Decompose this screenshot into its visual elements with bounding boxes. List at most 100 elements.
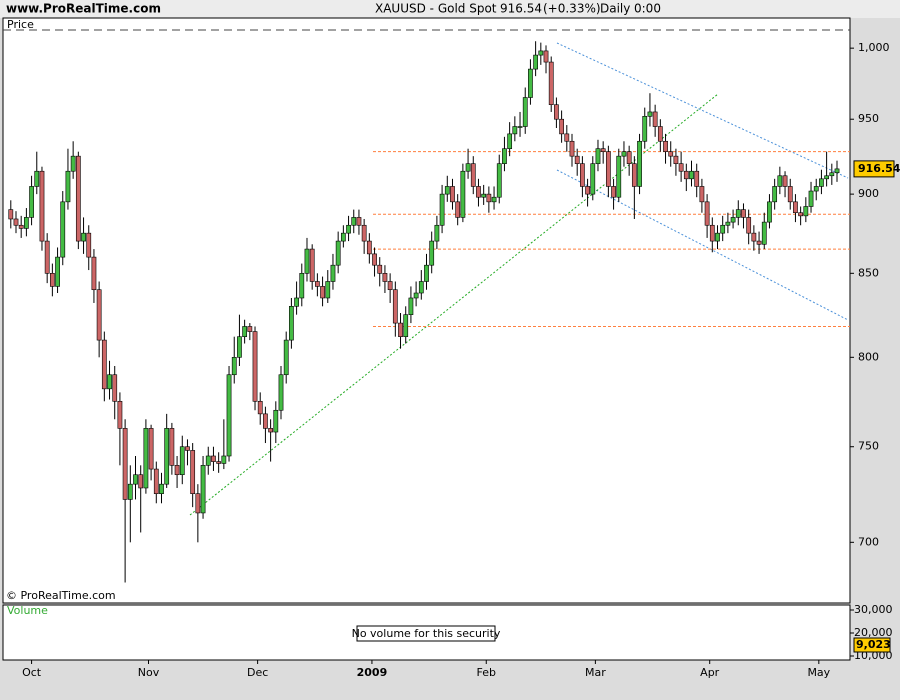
candle-body: [647, 111, 653, 117]
candle-body: [231, 357, 237, 376]
candle-body: [127, 483, 133, 500]
candle-body: [159, 483, 164, 494]
candle-body: [24, 217, 29, 229]
candle-body: [330, 264, 336, 282]
candle-body: [273, 409, 279, 433]
candle-body: [195, 493, 201, 514]
candle-body: [694, 170, 700, 187]
candle-body: [263, 413, 268, 429]
x-tick-label: Apr: [700, 666, 720, 679]
volume-note: No volume for this security: [352, 627, 501, 640]
candle-body: [382, 273, 388, 282]
candle-body: [777, 175, 783, 187]
candle-body: [725, 221, 731, 226]
candle-body: [107, 374, 112, 390]
panel-label: Price: [7, 18, 34, 31]
site: www.ProRealTime.com: [6, 2, 161, 16]
candle-body: [179, 446, 185, 476]
x-tick-label: Feb: [477, 666, 496, 679]
candle-body: [65, 170, 71, 203]
candle-body: [517, 126, 523, 128]
y-tick-label: 800: [858, 350, 879, 363]
header-bar: [0, 0, 900, 18]
candle-body: [81, 232, 86, 242]
candle-body: [528, 68, 533, 98]
candle-body: [637, 140, 642, 187]
candle-body: [356, 217, 362, 226]
time: 0:00: [634, 2, 661, 16]
candle-body: [190, 450, 196, 494]
candle-body: [39, 170, 45, 242]
candle-body: [216, 461, 222, 464]
candle-body: [829, 172, 835, 177]
candle-body: [112, 374, 118, 402]
candle-body: [699, 186, 705, 203]
candle-body: [450, 186, 455, 203]
candle-body: [205, 455, 211, 466]
candle-body: [767, 201, 772, 223]
candle-body: [533, 54, 539, 70]
candle-body: [299, 273, 305, 299]
candle-body: [153, 468, 159, 494]
candle-body: [824, 175, 829, 180]
candle-body: [164, 428, 170, 485]
candle-body: [320, 286, 325, 299]
candle-body: [730, 217, 736, 223]
candle-body: [616, 155, 622, 198]
candle-body: [470, 163, 476, 187]
candle-body: [564, 133, 570, 142]
candle-body: [8, 209, 14, 220]
candle-body: [761, 221, 767, 245]
volume-last-label: 9,023: [856, 638, 891, 651]
candle-body: [600, 148, 606, 152]
candle-body: [782, 175, 788, 187]
change: (+0.33%): [543, 2, 601, 16]
candle-body: [278, 374, 284, 411]
x-tick-label: Mar: [585, 666, 606, 679]
candle-body: [580, 163, 585, 187]
period: Daily: [600, 2, 630, 16]
candle-body: [652, 111, 658, 127]
volume-last-box: [853, 637, 891, 653]
candle-body: [834, 168, 840, 174]
candle-body: [741, 209, 746, 218]
candle-body: [221, 455, 227, 464]
candle-body: [372, 253, 377, 266]
candle-body: [590, 163, 596, 195]
candle-body: [611, 186, 616, 198]
candle-body: [491, 196, 497, 203]
candle-body: [143, 428, 149, 489]
candle-body: [325, 281, 331, 299]
y-tick-label: 750: [858, 440, 879, 453]
candle-body: [605, 151, 611, 187]
candle-body: [668, 151, 674, 157]
candle-body: [252, 331, 258, 402]
candle-body: [351, 217, 357, 226]
candle-body: [793, 201, 798, 214]
x-tick-label: Oct: [22, 666, 42, 679]
candle-body: [13, 218, 19, 226]
candle-body: [481, 193, 487, 198]
candle-body: [34, 170, 40, 187]
candle-body: [387, 281, 393, 291]
candle-body: [663, 140, 668, 152]
candle-body: [294, 297, 299, 307]
candle-body: [735, 209, 741, 218]
candle-body: [403, 314, 409, 337]
candle-body: [289, 306, 294, 341]
candle-body: [496, 163, 502, 198]
candle-body: [455, 201, 461, 218]
candle-body: [60, 201, 66, 258]
candle-body: [813, 186, 819, 192]
candle-body: [75, 155, 81, 242]
candle-body: [361, 224, 367, 242]
candle-body: [689, 170, 694, 180]
candle-body: [242, 326, 248, 337]
candle-body: [408, 297, 414, 315]
candle-body: [174, 465, 180, 476]
candle-body: [657, 126, 663, 142]
y-tick-label: 700: [858, 535, 879, 548]
candle-body: [434, 224, 440, 242]
candle-body: [101, 339, 107, 390]
candle-body: [226, 374, 232, 457]
